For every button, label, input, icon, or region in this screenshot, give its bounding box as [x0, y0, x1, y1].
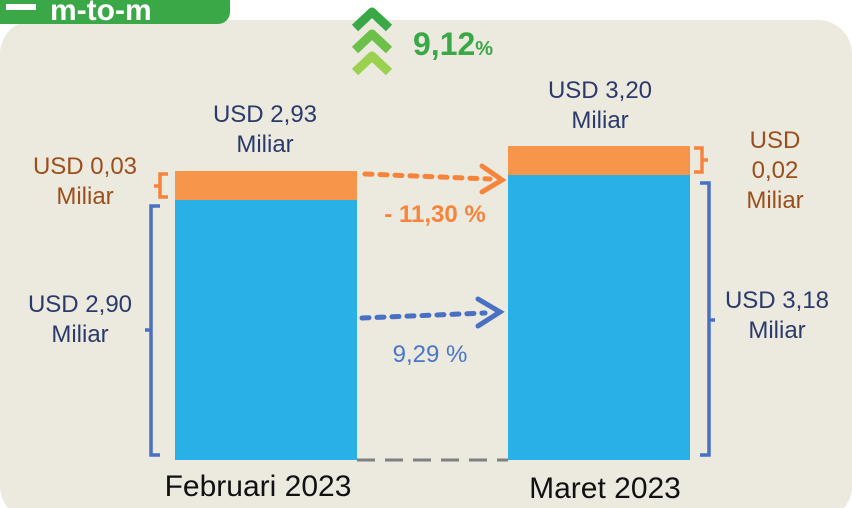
- change-base: 9,29 %: [392, 341, 468, 368]
- growth-unit: %: [475, 38, 494, 60]
- growth-chevrons: [351, 7, 393, 76]
- bar-top: [175, 171, 357, 200]
- bar-base: [508, 175, 690, 460]
- badge-icon: [6, 4, 36, 10]
- arrows: [359, 163, 507, 329]
- top-label: USD 0,03 Miliar: [32, 153, 138, 210]
- bar-top: [508, 146, 690, 175]
- panel: [0, 20, 852, 508]
- category-label: Februari 2023: [164, 470, 352, 503]
- growth-value: 9,12: [413, 26, 476, 62]
- brackets-top: [154, 146, 708, 199]
- top-label: USD 0,02 Miliar: [746, 127, 804, 214]
- category-label: Maret 2023: [529, 472, 681, 505]
- growth: 9,12%: [413, 24, 493, 64]
- total-label: USD 3,20 Miliar: [547, 77, 653, 134]
- total-label: USD 2,93 Miliar: [212, 101, 318, 158]
- badge-bg: [0, 0, 230, 24]
- bar-base: [175, 200, 357, 460]
- change-top: - 11,30 %: [384, 201, 486, 228]
- badge: m-to-m: [50, 0, 152, 27]
- brackets-base: [145, 181, 715, 457]
- base-label: USD 3,18 Miliar: [724, 287, 830, 344]
- base-label: USD 2,90 Miliar: [27, 291, 133, 348]
